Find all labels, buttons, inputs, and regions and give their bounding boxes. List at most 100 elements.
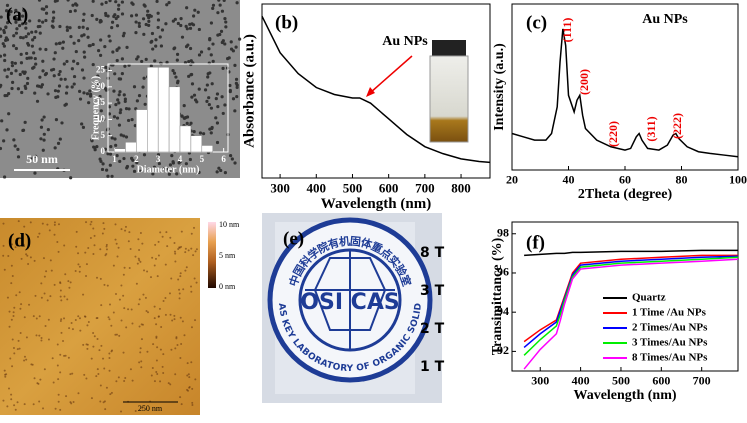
particle [93, 148, 97, 152]
bar [125, 141, 137, 153]
particle [25, 81, 30, 86]
particle [231, 97, 236, 101]
y-tick-label: 25 [96, 65, 106, 75]
particle [156, 25, 160, 30]
particle [42, 7, 46, 11]
pit [36, 235, 39, 238]
pit [177, 278, 180, 281]
data-line [523, 256, 739, 356]
particle [26, 76, 30, 80]
pit [142, 293, 145, 296]
pit [8, 325, 11, 328]
pit [159, 231, 162, 234]
pit [138, 248, 141, 251]
pit [3, 369, 6, 372]
particle [38, 31, 42, 35]
y-axis-label: Transimittance (%) [490, 237, 505, 355]
pit [23, 403, 26, 406]
pit [131, 379, 134, 382]
pit [2, 222, 5, 225]
pit [25, 253, 28, 256]
particle [99, 109, 103, 113]
pit [178, 246, 181, 249]
pit [195, 281, 198, 284]
pit [165, 231, 168, 234]
pit [78, 317, 81, 320]
pit [114, 238, 117, 241]
pit [127, 308, 130, 311]
particle [78, 97, 83, 101]
particle [211, 3, 216, 7]
particle [20, 90, 24, 95]
pit [71, 372, 74, 375]
pit [43, 292, 46, 295]
particle [130, 117, 134, 122]
pit [173, 318, 176, 321]
data-line [524, 249, 738, 257]
pit [186, 374, 189, 377]
particle [82, 76, 86, 80]
particle [114, 0, 118, 4]
pit [98, 349, 101, 352]
peak-label: (222) [670, 113, 684, 139]
pit [57, 223, 60, 226]
particle [107, 105, 112, 109]
particle [61, 46, 65, 50]
particle [114, 16, 118, 21]
pit [171, 319, 174, 322]
particle [222, 0, 226, 3]
pit [128, 231, 131, 234]
particle [190, 95, 194, 99]
pit [101, 232, 104, 235]
pit [104, 254, 107, 257]
pit [18, 347, 21, 350]
panel-label: (e) [283, 228, 304, 249]
pit [99, 277, 102, 280]
pit [187, 249, 190, 252]
particle [91, 0, 95, 3]
pit [154, 257, 157, 260]
pit [2, 244, 5, 247]
pit [13, 404, 16, 407]
particle [196, 10, 200, 14]
pit [22, 243, 25, 246]
particle [118, 111, 122, 115]
pit [10, 318, 13, 321]
particle [54, 118, 59, 122]
particle [228, 88, 232, 93]
pit [153, 305, 156, 308]
pit [85, 377, 88, 380]
pit [63, 295, 66, 298]
particle [5, 9, 9, 13]
particle [117, 77, 121, 81]
panel-label: (f) [526, 232, 545, 253]
pit [194, 319, 197, 322]
pit [169, 313, 172, 316]
particle [115, 24, 120, 28]
particle [122, 156, 126, 161]
particle [142, 153, 147, 157]
particle [34, 154, 38, 158]
particle [238, 37, 242, 41]
pit [186, 388, 189, 391]
particle [117, 93, 121, 97]
pit [19, 332, 22, 335]
particle [159, 44, 164, 48]
pit [19, 307, 22, 310]
particle [116, 98, 120, 102]
pit [60, 318, 63, 321]
particle [82, 12, 86, 16]
pit [186, 362, 189, 365]
pit [192, 254, 195, 257]
particle [188, 26, 193, 30]
pit [157, 240, 160, 243]
pit [140, 360, 143, 363]
particle [5, 128, 9, 132]
particle [50, 24, 54, 28]
particle [90, 138, 94, 142]
pit [6, 405, 9, 408]
pit [104, 408, 107, 411]
y-tick-label: 10 [96, 113, 106, 123]
pit [169, 236, 172, 239]
pit [124, 225, 127, 228]
